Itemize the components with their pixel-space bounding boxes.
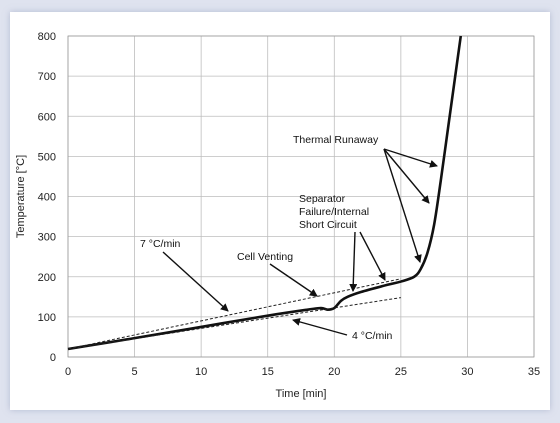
annotation-thermal-runaway: Thermal Runaway <box>293 134 379 146</box>
annotation-short-circuit: Short Circuit <box>299 219 357 231</box>
plot-border <box>67 35 535 358</box>
y-tick-label: 0 <box>50 352 56 364</box>
series-lines <box>67 35 463 351</box>
tick-labels: 0 5 10 15 20 25 30 35 0 100 200 300 400 500 600 700 800 <box>38 31 540 378</box>
annotation-separator: Separator <box>299 193 346 205</box>
y-tick-label: 600 <box>38 111 56 123</box>
temperature-time-chart: 0 5 10 15 20 25 30 350100200300400500600700800 … <box>15 31 540 400</box>
y-tick-label: 400 <box>38 192 56 204</box>
y-tick-label: 300 <box>38 232 56 244</box>
y-tick-label: 200 <box>38 272 56 284</box>
annotation-4c-per-min: 4 °C/min <box>352 330 393 342</box>
y-axis-label: Temperature [°C] <box>15 155 27 238</box>
series-line-dashed-1 <box>67 278 401 350</box>
x-tick-label: 0 <box>65 366 71 378</box>
y-tick-label: 500 <box>38 151 56 163</box>
annotation-arrow <box>383 148 430 204</box>
x-tick-label: 30 <box>461 366 473 378</box>
annotation-7c-per-min: 7 °C/min <box>140 238 181 250</box>
annotation-arrows <box>162 148 438 336</box>
x-tick-label: 25 <box>395 366 407 378</box>
x-tick-label: 20 <box>328 366 340 378</box>
annotation-arrow <box>269 263 318 297</box>
annotation-arrow <box>292 318 348 336</box>
grid-lines <box>67 35 535 358</box>
x-tick-label: 15 <box>262 366 274 378</box>
annotation-arrow <box>383 148 422 263</box>
y-tick-label: 700 <box>38 71 56 83</box>
x-tick-label: 5 <box>132 366 138 378</box>
x-tick-label: 35 <box>528 366 540 378</box>
annotation-arrow <box>359 231 386 281</box>
annotation-arrow <box>162 251 229 312</box>
series-line-dashed-2 <box>67 297 401 350</box>
chart-frame: 0 5 10 15 20 25 30 35 0 100 200 300 400 500 600 700 800 … <box>10 12 550 410</box>
annotation-cell-venting: Cell Venting <box>237 251 293 263</box>
annotation-arrow <box>383 148 438 168</box>
x-tick-label: 10 <box>195 366 207 378</box>
series-line-temperature <box>67 35 463 351</box>
x-axis-label: Time [min] <box>276 388 327 400</box>
y-tick-label: 800 <box>38 31 56 43</box>
y-tick-label: 100 <box>38 312 56 324</box>
annotation-arrow <box>349 231 358 292</box>
annotation-failure-internal: Failure/Internal <box>299 206 369 218</box>
